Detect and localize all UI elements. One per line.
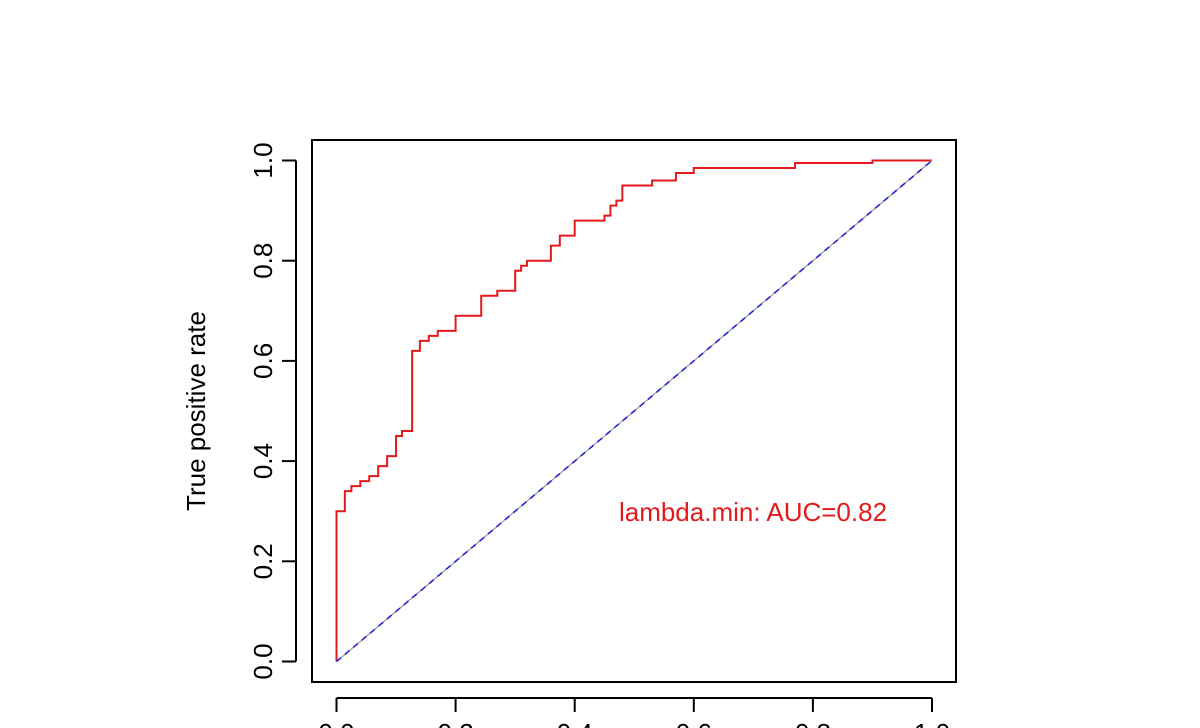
x-tick-label: 1.0 <box>914 718 950 728</box>
x-axis: 0.0 0.2 0.4 0.6 0.8 1.0 <box>318 697 950 728</box>
y-tick-label: 0.0 <box>248 643 278 679</box>
plot-lines <box>335 159 933 663</box>
plot-frame <box>311 139 957 683</box>
roc-curve-lambda-min <box>335 159 932 662</box>
y-tick-label: 0.4 <box>248 443 278 479</box>
x-tick-label: 0.0 <box>318 718 354 728</box>
auc-annotation: lambda.min: AUC=0.82 <box>619 497 887 527</box>
y-axis: 0.0 0.2 0.4 0.6 0.8 1.0 <box>248 142 297 680</box>
y-tick-label: 0.8 <box>248 243 278 279</box>
y-axis-label: True positive rate <box>181 311 211 511</box>
x-tick-label: 0.2 <box>438 718 474 728</box>
y-tick-label: 0.6 <box>248 343 278 379</box>
x-tick-label: 0.8 <box>795 718 831 728</box>
chance-diagonal-line <box>335 159 933 663</box>
x-tick-label: 0.6 <box>676 718 712 728</box>
y-tick-label: 0.2 <box>248 543 278 579</box>
y-tick-label: 1.0 <box>248 142 278 178</box>
x-tick-label: 0.4 <box>557 718 593 728</box>
